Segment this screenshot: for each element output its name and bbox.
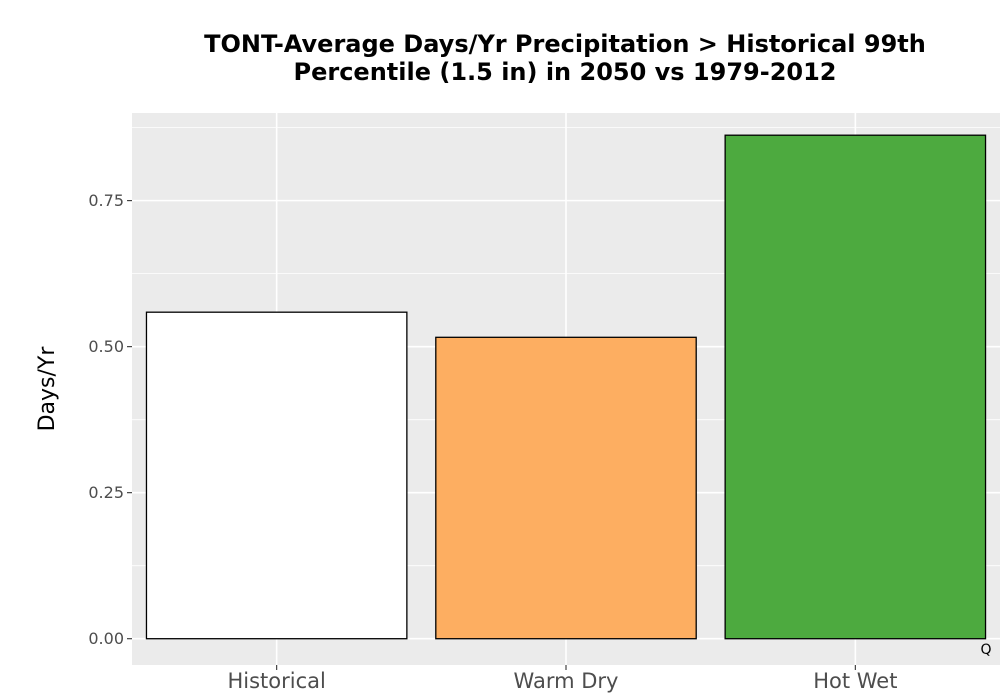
chart-title: TONT-Average Days/Yr Precipitation > His…	[204, 30, 926, 86]
bar-historical	[145, 311, 408, 640]
corner-mark: Q	[980, 642, 991, 658]
x-tick-label: Warm Dry	[514, 669, 619, 693]
y-tick-label: 0.50	[88, 337, 124, 356]
y-axis-title: Days/Yr	[35, 346, 60, 432]
x-axis: Historical Warm Dry Hot Wet	[227, 665, 897, 693]
bar-warm-dry	[435, 336, 697, 640]
x-tick-label: Historical	[227, 669, 325, 693]
y-tick-label: 0.75	[88, 191, 124, 210]
y-tick-label: 0.00	[88, 629, 124, 648]
x-tick-label: Hot Wet	[813, 669, 897, 693]
bars	[145, 134, 987, 640]
y-axis: 0.00 0.25 0.50 0.75	[88, 191, 132, 648]
bar-hot-wet	[724, 134, 987, 640]
y-tick-label: 0.25	[88, 483, 124, 502]
